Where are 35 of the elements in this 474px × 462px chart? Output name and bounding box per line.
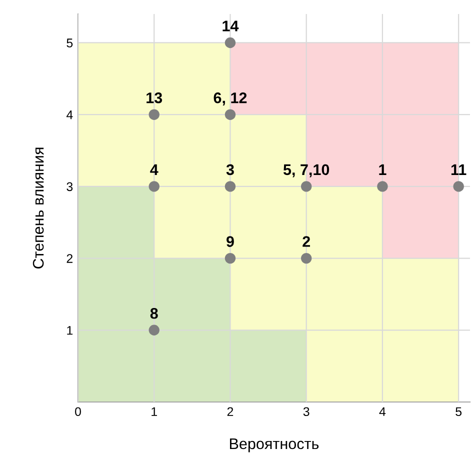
y-tick-label: 5 xyxy=(66,38,73,48)
y-axis-title: Степень влияния xyxy=(32,148,44,268)
point xyxy=(224,37,236,48)
annotation: 11 xyxy=(451,164,466,175)
x-tick-label: 0 xyxy=(75,407,81,416)
annotation: 3 xyxy=(226,164,234,176)
x-tick-label: 2 xyxy=(227,407,234,416)
point xyxy=(224,109,236,120)
annotation: 5, 7,10 xyxy=(283,164,330,178)
x-axis-title: Вероятность xyxy=(230,438,319,452)
point xyxy=(453,181,464,192)
x-tick-label: 3 xyxy=(303,407,310,416)
x-tick-label: 5 xyxy=(456,407,462,416)
annotation: 9 xyxy=(226,236,234,247)
point xyxy=(224,181,236,192)
y-tick-label: 1 xyxy=(67,326,73,335)
y-tick-label: 4 xyxy=(66,110,73,120)
point xyxy=(148,181,160,192)
y-tick-label: 3 xyxy=(66,182,73,192)
point xyxy=(148,324,160,336)
point xyxy=(148,109,160,120)
point xyxy=(377,181,388,192)
annotation: 8 xyxy=(150,308,158,319)
annotation: 6, 12 xyxy=(214,92,247,106)
x-tick-label: 1 xyxy=(152,407,157,416)
point xyxy=(300,252,312,264)
annotation: 14 xyxy=(222,20,239,32)
annotation: 13 xyxy=(146,92,162,104)
annotation: 4 xyxy=(150,164,158,175)
point xyxy=(300,181,312,192)
annotation: 1 xyxy=(379,164,386,175)
annotation: 2 xyxy=(302,236,310,247)
y-tick-label: 2 xyxy=(66,254,73,263)
point xyxy=(224,252,236,264)
x-tick-label: 4 xyxy=(379,407,386,416)
